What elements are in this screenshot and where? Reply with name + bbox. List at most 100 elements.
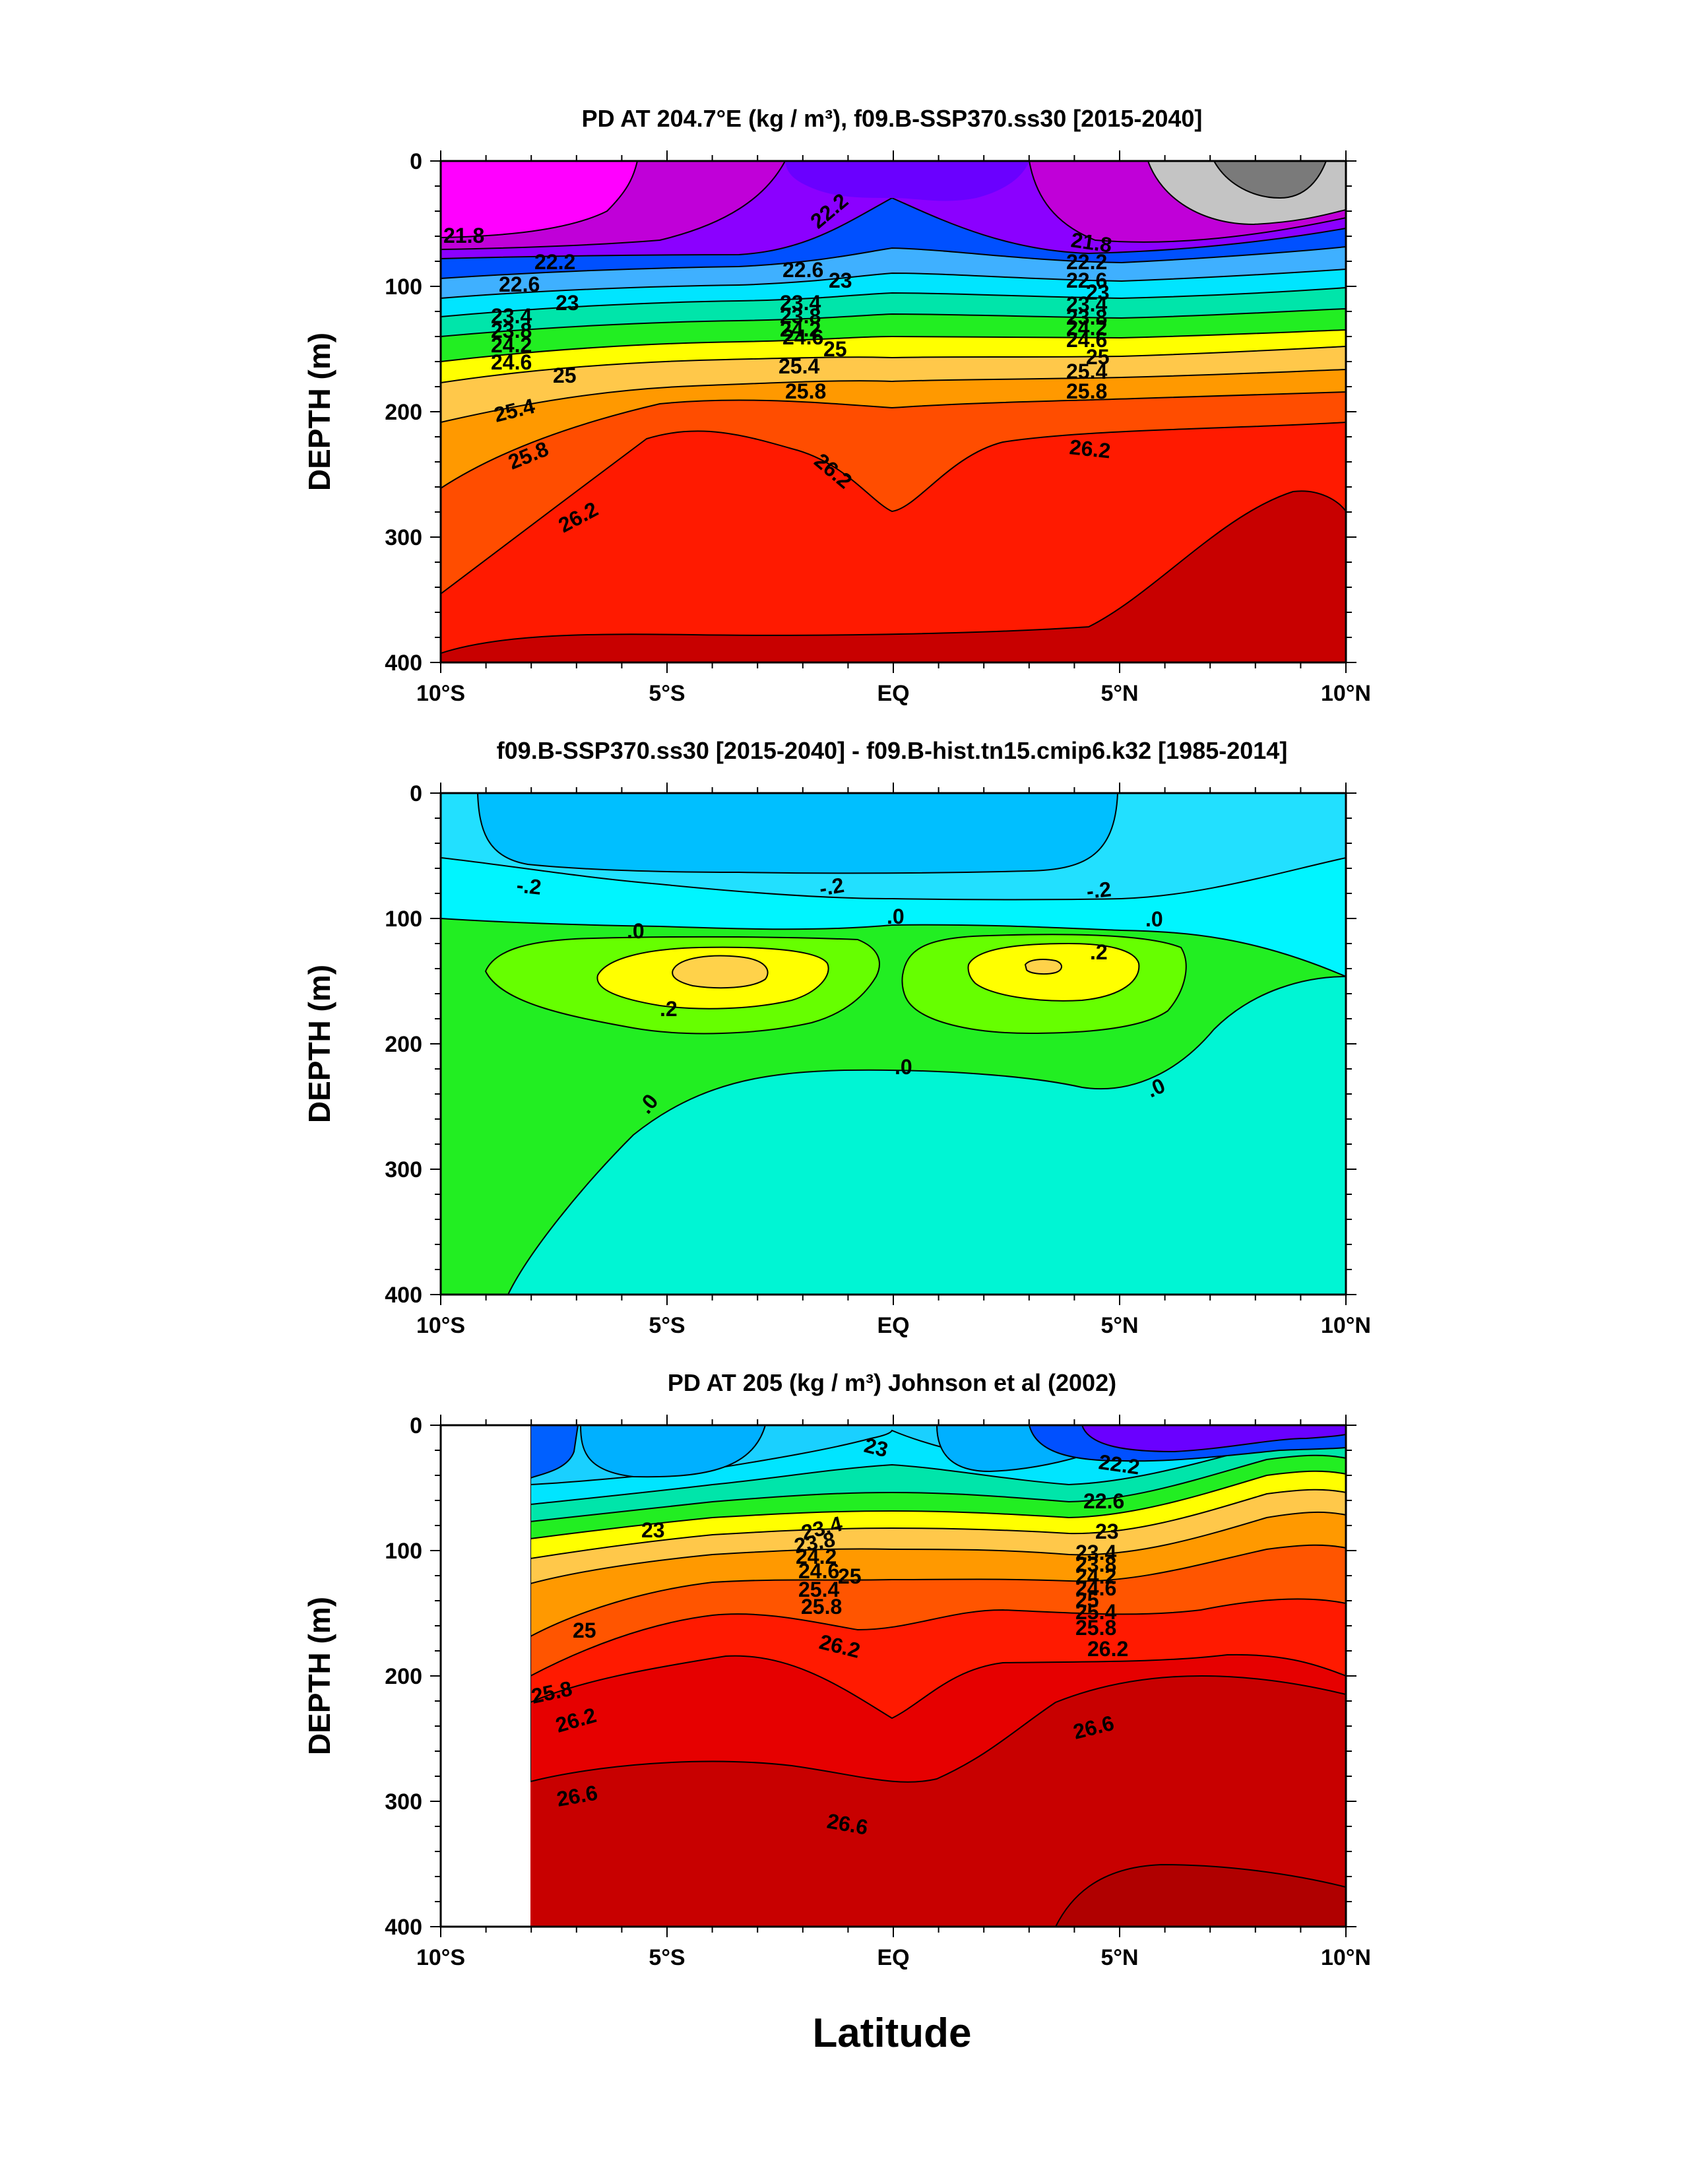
- contour-label-25-4-eq: 25.4: [779, 354, 819, 378]
- x-tick-label: 10°S: [416, 681, 465, 706]
- contour-label-23-eq: 23: [829, 269, 852, 292]
- x-tick-label: 10°S: [416, 1313, 465, 1338]
- contour-label-24-2-eq: 24.2: [780, 317, 821, 341]
- contour-label-pos-0-2-a: .2: [660, 997, 678, 1021]
- panel-2: f09.B-SSP370.ss30 [2015-2040] - f09.B-hi…: [302, 737, 1371, 1338]
- contour-label-25-4-eq3: 25.4: [798, 1578, 839, 1601]
- contour-label-23-n3: 23: [1095, 1520, 1119, 1543]
- panel-1-axes: 10°S 5°S EQ 5°N 10°N 0 100 200 300 400: [385, 149, 1371, 706]
- contour-label-neg-0-2-a: -.2: [515, 873, 542, 899]
- contour-label-22-6-n: 22.6: [1066, 269, 1107, 292]
- y-tick-label: 200: [385, 1664, 422, 1689]
- contour-label-24-2-n3: 24.2: [1075, 1564, 1116, 1588]
- band-deepred-3: [1054, 1863, 1346, 1927]
- contour-label-25-n3: 25: [1075, 1588, 1099, 1612]
- y-tick-label: 400: [385, 651, 422, 676]
- panel-2-axes: 10°S 5°S EQ 5°N 10°N 0 100 200 300 400: [385, 781, 1371, 1338]
- contour-label-25-8-eq: 25.8: [785, 379, 826, 403]
- contour-label-24-6-eq: 24.6: [782, 325, 823, 349]
- band-gold-south: [672, 955, 769, 989]
- contour-label-25: 25: [553, 364, 577, 387]
- y-tick-label: 400: [385, 1915, 422, 1940]
- contour-label-25-8-n: 25.8: [1066, 379, 1107, 403]
- contour-label-25-8-n3: 25.8: [1075, 1616, 1116, 1640]
- contour-label-26-2-n: 26.2: [1068, 435, 1112, 463]
- contour-label-25-eq3: 25: [838, 1564, 862, 1588]
- x-tick-label: EQ: [877, 1313, 909, 1338]
- y-tick-label: 0: [410, 781, 422, 806]
- y-tick-label: 100: [385, 907, 422, 932]
- contour-label-25-4-n: 25.4: [1066, 360, 1107, 383]
- x-tick-label: 5°S: [649, 681, 685, 706]
- y-tick-label: 400: [385, 1283, 422, 1308]
- y-tick-label: 300: [385, 1789, 422, 1815]
- x-tick-label: 5°N: [1100, 1945, 1138, 1970]
- panel-2-title: f09.B-SSP370.ss30 [2015-2040] - f09.B-hi…: [497, 737, 1288, 764]
- contour-label-23-4-eq: 23.4: [780, 291, 821, 315]
- y-tick-label: 100: [385, 1539, 422, 1564]
- contour-label-pos-0-2-b: .2: [1090, 940, 1108, 964]
- panel-1-plot-area: 21.8 22.2 22.6 23 23.4 23.8 24.2 24.6 25…: [441, 161, 1346, 662]
- y-tick-label: 300: [385, 1157, 422, 1182]
- x-tick-label: EQ: [877, 681, 909, 706]
- y-tick-label: 0: [410, 149, 422, 174]
- x-tick-label: EQ: [877, 1945, 909, 1970]
- panel-1: PD AT 204.7°E (kg / m³), f09.B-SSP370.ss…: [302, 105, 1371, 706]
- contour-label-23-4: 23.4: [491, 304, 532, 328]
- contour-label-zero-c: .0: [1145, 907, 1163, 931]
- contour-label-26-2-n3: 26.2: [1087, 1637, 1128, 1661]
- y-tick-label: 300: [385, 525, 422, 550]
- contour-label-zero-a: .0: [627, 919, 645, 943]
- x-tick-label: 5°N: [1100, 681, 1138, 706]
- x-tick-label: 10°N: [1321, 681, 1371, 706]
- contour-label-24-6-eq3: 24.6: [798, 1559, 839, 1583]
- band-purple-core: [785, 161, 1029, 201]
- contour-label-22-2-n3: 22.2: [1097, 1450, 1141, 1479]
- x-tick-label: 10°N: [1321, 1313, 1371, 1338]
- contour-label-23-4-n: 23.4: [1066, 292, 1107, 316]
- contour-label-22-6-eq: 22.6: [782, 258, 823, 282]
- contour-label-23-b: 23: [641, 1518, 665, 1542]
- contour-label-25-4-n3: 25.4: [1075, 1600, 1116, 1624]
- contour-label-21-8: 21.8: [443, 224, 484, 247]
- contour-label-23-8-eq: 23.8: [780, 304, 821, 328]
- band-gray: [1213, 161, 1327, 199]
- y-tick-label: 0: [410, 1413, 422, 1438]
- contour-label-23-8-n3: 23.8: [1075, 1553, 1116, 1576]
- contour-label-24-2-eq3: 24.2: [796, 1545, 837, 1568]
- contour-label-24-6-n: 24.6: [1066, 328, 1107, 352]
- x-tick-label: 10°S: [416, 1945, 465, 1970]
- x-tick-label: 5°S: [649, 1945, 685, 1970]
- contour-label-22-2-n: 22.2: [1066, 250, 1107, 274]
- x-tick-label: 10°N: [1321, 1945, 1371, 1970]
- band-purple-3: [1081, 1425, 1346, 1453]
- panel-1-title: PD AT 204.7°E (kg / m³), f09.B-SSP370.ss…: [582, 105, 1203, 132]
- contour-label-23-8: 23.8: [491, 319, 532, 342]
- panel-3-axes: 10°S 5°S EQ 5°N 10°N 0 100 200 300 400: [385, 1413, 1371, 1970]
- contour-label-22-2: 22.2: [534, 250, 575, 274]
- panel-1-ylabel: DEPTH (m): [302, 333, 336, 491]
- y-tick-label: 200: [385, 400, 422, 425]
- panel-3-ylabel: DEPTH (m): [302, 1597, 336, 1755]
- contour-label-25-s3: 25: [573, 1619, 596, 1642]
- contour-label-23-4-n3: 23.4: [1075, 1541, 1116, 1564]
- x-axis-title: Latitude: [812, 2010, 971, 2056]
- contour-label-zero-b: .0: [887, 905, 905, 928]
- panel-2-ylabel: DEPTH (m): [302, 965, 336, 1123]
- contour-label-23-8-n: 23.8: [1066, 305, 1107, 329]
- contour-label-25-n: 25: [1086, 345, 1110, 369]
- contour-label-25-eq: 25: [823, 337, 847, 361]
- band-blue-3: [530, 1425, 579, 1479]
- contour-label-neg-0-2-c: -.2: [1085, 877, 1112, 903]
- band-magenta: [441, 161, 639, 239]
- contour-label-24-6: 24.6: [491, 350, 532, 374]
- panel-1-contour-labels: 21.8 22.2 22.6 23 23.4 23.8 24.2 24.6 25…: [443, 189, 1114, 537]
- contour-label-23-a: 23: [862, 1433, 890, 1462]
- contour-label-22-6: 22.6: [499, 273, 540, 296]
- contour-label-23-n: 23: [1086, 280, 1110, 304]
- x-tick-label: 5°N: [1100, 1313, 1138, 1338]
- contour-label-24-6-n3: 24.6: [1075, 1576, 1116, 1600]
- y-tick-label: 100: [385, 274, 422, 300]
- x-tick-label: 5°S: [649, 1313, 685, 1338]
